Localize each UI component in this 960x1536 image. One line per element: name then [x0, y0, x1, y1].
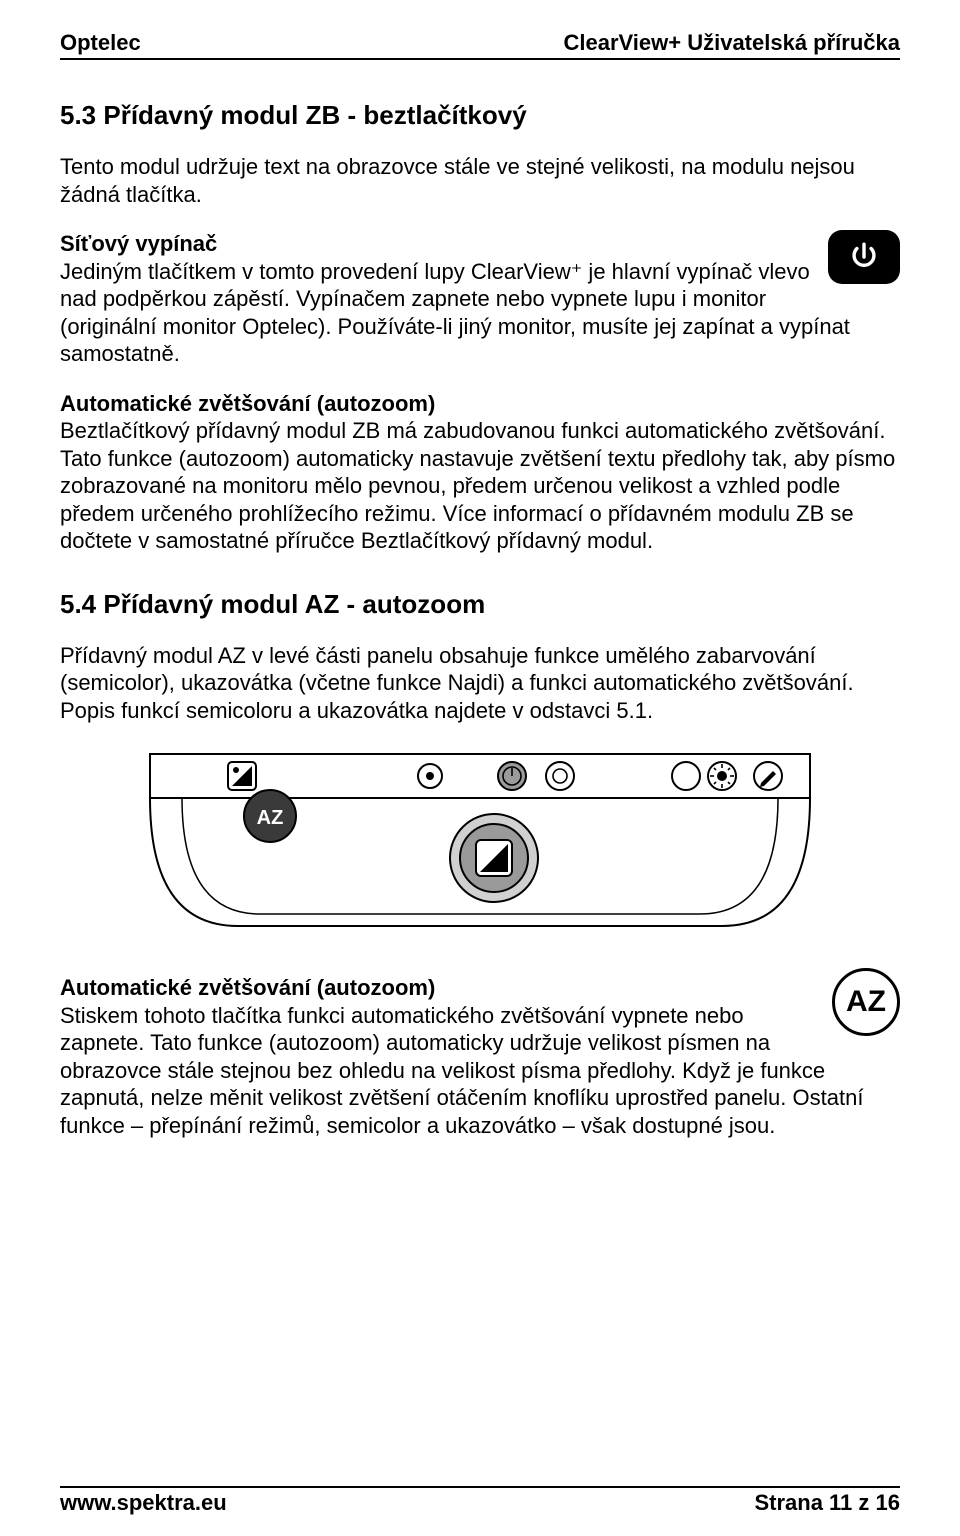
header-right: ClearView+ Uživatelská příručka — [563, 30, 900, 56]
panel-btn-semicolor — [228, 762, 256, 790]
panel-mode-icon — [546, 762, 574, 790]
power-icon-badge — [828, 230, 900, 284]
az-badge: AZ — [832, 968, 900, 1036]
page-header: Optelec ClearView+ Uživatelská příručka — [60, 30, 900, 60]
header-left: Optelec — [60, 30, 141, 56]
section-5-3-sub2-head: Automatické zvětšování (autozoom) — [60, 391, 435, 416]
section-5-4-intro: Přídavný modul AZ v levé části panelu ob… — [60, 642, 900, 725]
panel-az-badge: AZ — [244, 790, 296, 842]
az-badge-circle: AZ — [832, 968, 900, 1036]
panel-pencil-icon — [754, 762, 782, 790]
footer-left: www.spektra.eu — [60, 1490, 227, 1516]
section-5-3-sub1-head: Síťový vypínač — [60, 231, 217, 256]
panel-moon-icon — [672, 762, 700, 790]
panel-illustration: AZ — [120, 746, 840, 946]
section-5-3-sub2: Automatické zvětšování (autozoom) Beztla… — [60, 390, 900, 555]
footer-right: Strana 11 z 16 — [754, 1490, 900, 1516]
panel-power-small-icon — [498, 762, 526, 790]
section-5-3-intro: Tento modul udržuje text na obrazovce st… — [60, 153, 900, 208]
panel-center-knob — [450, 814, 538, 902]
section-5-3-title: 5.3 Přídavný modul ZB - beztlačítkový — [60, 100, 900, 131]
section-5-4-sub1-head: Automatické zvětšování (autozoom) — [60, 975, 435, 1000]
power-icon — [828, 230, 900, 284]
section-5-4-title: 5.4 Přídavný modul AZ - autozoom — [60, 589, 900, 620]
panel-sun-icon — [708, 762, 736, 790]
svg-text:AZ: AZ — [257, 807, 284, 829]
az-badge-label: AZ — [846, 985, 886, 1019]
section-5-4-sub1-body: Stiskem tohoto tlačítka funkci automatic… — [60, 1003, 863, 1138]
section-5-3-sub2-body: Beztlačítkový přídavný modul ZB má zabud… — [60, 418, 895, 553]
page-footer: www.spektra.eu Strana 11 z 16 — [60, 1486, 900, 1516]
section-5-3-sub1-body: Jediným tlačítkem v tomto provedení lupy… — [60, 259, 850, 367]
section-5-3-sub1: Síťový vypínač Jediným tlačítkem v tomto… — [60, 230, 900, 368]
section-5-4-sub1: Automatické zvětšování (autozoom) Stiske… — [60, 974, 900, 1139]
